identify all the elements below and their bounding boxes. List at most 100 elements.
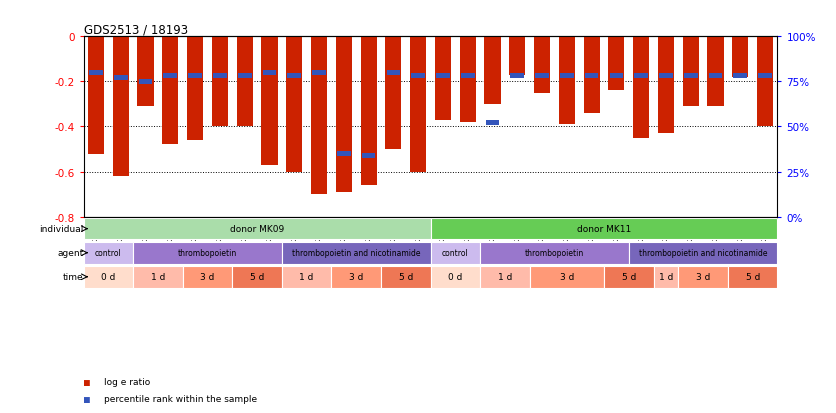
Text: individual: individual	[39, 225, 84, 234]
Bar	[162, 37, 178, 145]
Bar	[88, 37, 104, 154]
Bar	[431, 218, 777, 240]
Bar	[311, 37, 327, 195]
Bar	[114, 76, 128, 81]
Bar	[282, 266, 331, 288]
Bar	[386, 71, 400, 76]
Bar	[288, 74, 301, 79]
Bar	[461, 74, 475, 79]
Text: 1 d: 1 d	[659, 272, 673, 281]
Bar	[684, 74, 697, 79]
Text: agent: agent	[58, 249, 84, 258]
Bar	[511, 74, 524, 79]
Text: 3 d: 3 d	[559, 272, 574, 281]
Bar	[237, 37, 252, 127]
Bar	[89, 71, 103, 76]
Text: donor MK09: donor MK09	[230, 224, 284, 233]
Bar	[133, 242, 282, 264]
Text: 1 d: 1 d	[150, 272, 166, 281]
Text: ■: ■	[84, 377, 89, 387]
Bar	[385, 37, 401, 150]
Text: 0 d: 0 d	[448, 272, 462, 281]
Bar	[480, 242, 629, 264]
Text: control: control	[95, 248, 122, 257]
Bar	[584, 74, 599, 79]
Bar	[84, 242, 133, 264]
Text: 3 d: 3 d	[696, 272, 711, 281]
Bar	[262, 37, 278, 165]
Bar	[164, 74, 177, 79]
Bar	[683, 37, 699, 107]
Bar	[331, 266, 381, 288]
Bar	[609, 37, 624, 91]
Bar	[758, 74, 772, 79]
Bar	[733, 74, 747, 79]
Text: 3 d: 3 d	[201, 272, 215, 281]
Bar	[213, 74, 227, 79]
Bar	[460, 37, 476, 123]
Text: GDS2513 / 18193: GDS2513 / 18193	[84, 23, 188, 36]
Bar	[312, 71, 326, 76]
Bar	[435, 37, 451, 121]
Bar	[188, 74, 202, 79]
Bar	[659, 74, 673, 79]
Text: log e ratio: log e ratio	[104, 377, 150, 387]
Bar	[431, 242, 480, 264]
Bar	[535, 74, 549, 79]
Bar	[484, 37, 501, 104]
Bar	[709, 74, 722, 79]
Bar	[486, 121, 499, 126]
Bar	[509, 37, 525, 76]
Text: 1 d: 1 d	[299, 272, 314, 281]
Bar	[633, 37, 650, 138]
Text: thrombopoietin: thrombopoietin	[525, 248, 584, 257]
Bar	[658, 37, 674, 134]
Bar	[282, 242, 431, 264]
Bar	[336, 37, 352, 192]
Bar	[137, 37, 154, 107]
Text: 3 d: 3 d	[349, 272, 364, 281]
Text: ■: ■	[84, 394, 89, 404]
Bar	[183, 266, 232, 288]
Text: thrombopoietin and nicotinamide: thrombopoietin and nicotinamide	[292, 248, 421, 257]
Text: 5 d: 5 d	[399, 272, 413, 281]
Bar	[604, 266, 654, 288]
Bar	[707, 37, 724, 107]
Bar	[558, 37, 575, 125]
Bar	[411, 74, 425, 79]
Bar	[654, 266, 678, 288]
Bar	[530, 266, 604, 288]
Bar	[678, 266, 728, 288]
Bar	[237, 74, 252, 79]
Bar	[84, 266, 133, 288]
Bar	[436, 74, 450, 79]
Text: 5 d: 5 d	[746, 272, 760, 281]
Text: thrombopoietin: thrombopoietin	[178, 248, 237, 257]
Bar	[609, 74, 624, 79]
Bar	[139, 80, 152, 85]
Text: 0 d: 0 d	[101, 272, 115, 281]
Bar	[362, 154, 375, 159]
Bar	[534, 37, 550, 93]
Text: 5 d: 5 d	[622, 272, 636, 281]
Bar	[212, 37, 228, 127]
Text: percentile rank within the sample: percentile rank within the sample	[104, 394, 257, 403]
Bar	[187, 37, 203, 141]
Bar	[360, 37, 377, 185]
Text: donor MK11: donor MK11	[577, 224, 631, 233]
Bar	[263, 71, 277, 76]
Bar	[635, 74, 648, 79]
Bar	[629, 242, 777, 264]
Bar	[480, 266, 530, 288]
Bar	[584, 37, 599, 114]
Bar	[560, 74, 573, 79]
Bar	[337, 152, 350, 157]
Text: time: time	[63, 273, 84, 282]
Bar	[232, 266, 282, 288]
Text: thrombopoietin and nicotinamide: thrombopoietin and nicotinamide	[639, 248, 767, 257]
Text: 5 d: 5 d	[250, 272, 264, 281]
Bar	[410, 37, 426, 172]
Text: 1 d: 1 d	[497, 272, 512, 281]
Text: control: control	[442, 248, 469, 257]
Bar	[757, 37, 773, 127]
